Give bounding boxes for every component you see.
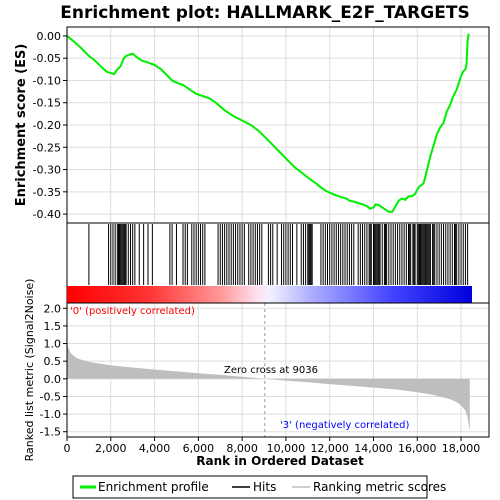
metric-panel-frame — [66, 302, 490, 438]
pos-correlated-label: '0' (positively correlated) — [70, 306, 195, 317]
metric-y-ticks: 2.0 1.5 1.0 0.5 0.0 -0.5 -1.0 -1.5 — [40, 302, 67, 439]
enrichment-profile-line — [66, 33, 470, 213]
legend-item-es: Enrichment profile — [98, 480, 209, 494]
x-tick-label: 8,000 — [226, 442, 258, 455]
x-tick-label: 6,000 — [183, 442, 215, 455]
ranking-metric-area — [67, 341, 470, 431]
metric-tick-label: 0.5 — [44, 355, 62, 368]
metric-tick-label: 0.0 — [44, 373, 62, 386]
x-tick-label: 16,000 — [398, 442, 437, 455]
metric-tick-label: -1.0 — [40, 408, 61, 421]
es-tick-label: -0.05 — [33, 52, 61, 65]
legend: Enrichment profile Hits Ranking metric s… — [72, 475, 446, 499]
x-tick-label: 4,000 — [139, 442, 171, 455]
x-tick-label: 12,000 — [310, 442, 349, 455]
x-axis-label: Rank in Ordered Dataset — [196, 454, 364, 468]
es-tick-label: -0.30 — [33, 164, 61, 177]
metric-tick-label: 1.5 — [44, 320, 62, 333]
es-tick-label: -0.40 — [33, 208, 61, 221]
es-y-ticks: 0.00 -0.05 -0.10 -0.15 -0.20 -0.25 -0.30 -0.35 -… — [33, 30, 67, 221]
metric-y-axis-label: Ranked list metric (Signal2Noise) — [23, 279, 36, 462]
x-tick-label: 14,000 — [354, 442, 393, 455]
x-tick-label: 2,000 — [95, 442, 127, 455]
legend-item-hits: Hits — [253, 480, 276, 494]
es-tick-label: 0.00 — [37, 30, 62, 43]
es-tick-label: -0.15 — [33, 97, 61, 110]
legend-item-metric: Ranking metric scores — [313, 480, 446, 494]
es-tick-label: -0.20 — [33, 119, 61, 132]
neg-correlated-label: '3' (negatively correlated) — [280, 420, 409, 431]
metric-tick-label: -1.5 — [40, 426, 61, 439]
hit-lines — [88, 224, 469, 285]
es-tick-label: -0.25 — [33, 141, 61, 154]
metric-tick-label: 2.0 — [44, 302, 62, 315]
x-tick-label: 10,000 — [267, 442, 306, 455]
es-tick-label: -0.10 — [33, 74, 61, 87]
es-tick-label: -0.35 — [33, 186, 61, 199]
x-tick-label: 18,000 — [442, 442, 481, 455]
zero-cross-label: Zero cross at 9036 — [224, 365, 318, 376]
x-axis-ticks: 0 2,000 4,000 6,000 8,000 10,000 12,000 14,000 1… — [64, 437, 481, 455]
es-y-axis-label: Enrichment score (ES) — [14, 44, 29, 207]
rank-heatmap-bar — [67, 286, 472, 303]
metric-tick-label: -0.5 — [40, 390, 61, 403]
x-tick-label: 0 — [64, 442, 71, 455]
chart-title: Enrichment plot: HALLMARK_E2F_TARGETS — [60, 3, 469, 23]
metric-tick-label: 1.0 — [44, 338, 62, 351]
